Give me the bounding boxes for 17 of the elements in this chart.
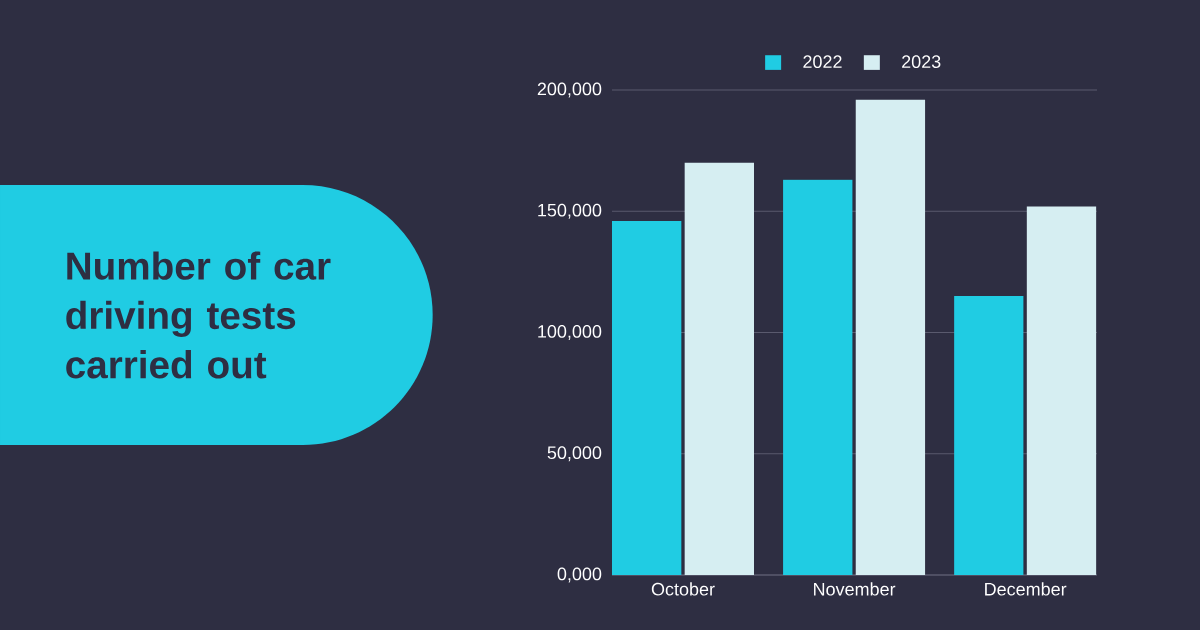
x-tick-label: October — [651, 582, 715, 596]
y-tick-label: 100,000 — [538, 325, 602, 340]
text: Number of car driving tests carried out — [66, 251, 331, 379]
x-tick-label: November — [814, 582, 896, 596]
x-tick-label: December — [985, 582, 1067, 596]
y-tick-label: 0,000 — [557, 567, 602, 583]
bar — [684, 162, 754, 575]
bar — [855, 99, 926, 575]
y-tick-label: 200,000 — [537, 82, 602, 98]
legend-label: 2023 — [902, 55, 941, 69]
legend-label: 2022 — [803, 55, 842, 69]
y-tick-label: 50,000 — [547, 446, 602, 462]
bar — [783, 179, 853, 575]
bar — [954, 296, 1024, 575]
bar — [1026, 206, 1097, 575]
y-tick-label: 150,000 — [538, 203, 602, 219]
bar — [612, 220, 682, 575]
